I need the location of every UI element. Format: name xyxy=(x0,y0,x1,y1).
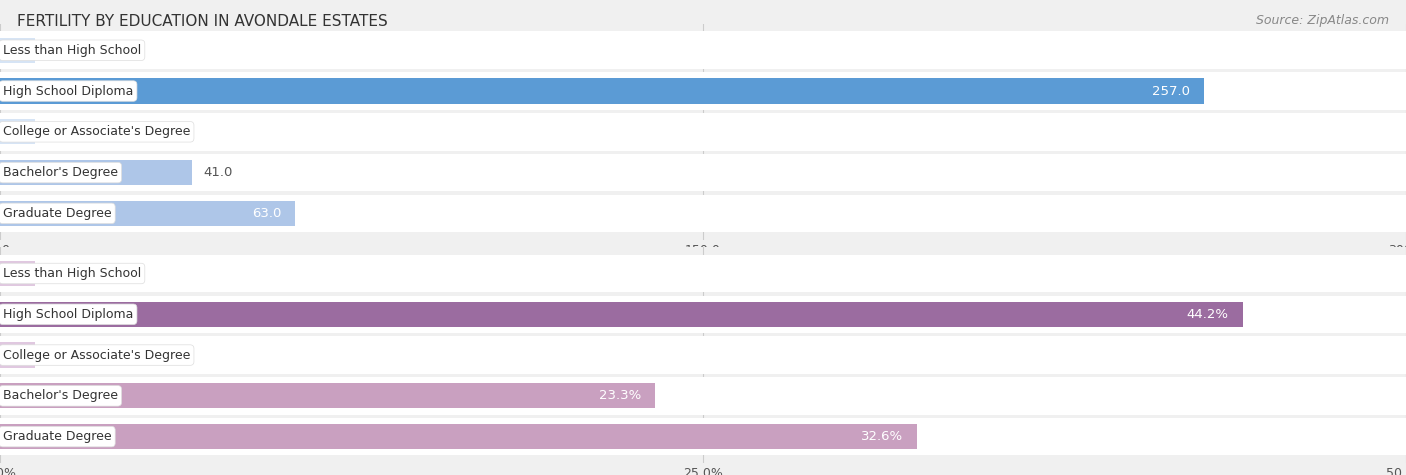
Text: 63.0: 63.0 xyxy=(252,207,281,220)
Bar xyxy=(0,418,1406,456)
Bar xyxy=(0,119,1,144)
Bar xyxy=(0,261,1,286)
Bar xyxy=(0,201,295,226)
Bar xyxy=(0,38,1,63)
Text: High School Diploma: High School Diploma xyxy=(3,85,134,97)
Bar xyxy=(0,255,1406,292)
Bar xyxy=(0,72,1406,110)
Text: 23.3%: 23.3% xyxy=(599,390,641,402)
Bar xyxy=(0,38,35,63)
Text: Less than High School: Less than High School xyxy=(3,44,141,57)
Text: High School Diploma: High School Diploma xyxy=(3,308,134,321)
Bar xyxy=(0,424,917,449)
Text: 0.0%: 0.0% xyxy=(42,349,76,361)
Text: Bachelor's Degree: Bachelor's Degree xyxy=(3,166,118,179)
Text: FERTILITY BY EDUCATION IN AVONDALE ESTATES: FERTILITY BY EDUCATION IN AVONDALE ESTAT… xyxy=(17,14,388,29)
Text: 32.6%: 32.6% xyxy=(860,430,903,443)
Bar xyxy=(0,31,1406,69)
Text: 0.0: 0.0 xyxy=(42,125,63,138)
Bar xyxy=(0,154,1406,191)
Bar xyxy=(0,78,1205,104)
Text: Source: ZipAtlas.com: Source: ZipAtlas.com xyxy=(1256,14,1389,27)
Bar xyxy=(0,342,1,368)
Text: 41.0: 41.0 xyxy=(204,166,233,179)
Text: College or Associate's Degree: College or Associate's Degree xyxy=(3,349,190,361)
Bar xyxy=(0,383,655,408)
Bar xyxy=(0,377,1406,415)
Text: 44.2%: 44.2% xyxy=(1187,308,1229,321)
Text: Graduate Degree: Graduate Degree xyxy=(3,430,111,443)
Bar xyxy=(0,302,1243,327)
Bar xyxy=(0,160,193,185)
Bar xyxy=(0,119,35,144)
Bar xyxy=(0,342,35,368)
Bar xyxy=(0,113,1406,151)
Bar xyxy=(0,295,1406,333)
Text: Graduate Degree: Graduate Degree xyxy=(3,207,111,220)
Text: 257.0: 257.0 xyxy=(1153,85,1191,97)
Bar xyxy=(0,336,1406,374)
Text: Bachelor's Degree: Bachelor's Degree xyxy=(3,390,118,402)
Bar xyxy=(0,261,35,286)
Text: 0.0: 0.0 xyxy=(42,44,63,57)
Text: College or Associate's Degree: College or Associate's Degree xyxy=(3,125,190,138)
Text: Less than High School: Less than High School xyxy=(3,267,141,280)
Bar xyxy=(0,195,1406,232)
Text: 0.0%: 0.0% xyxy=(42,267,76,280)
